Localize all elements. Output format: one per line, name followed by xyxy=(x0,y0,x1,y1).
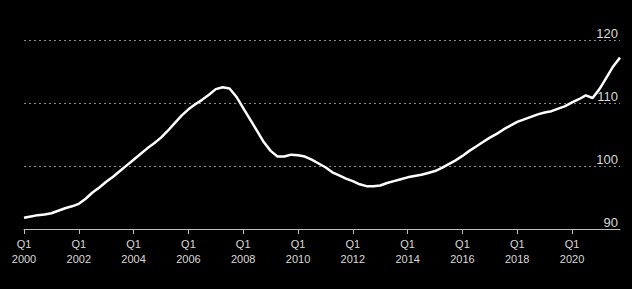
svg-text:100: 100 xyxy=(596,152,618,167)
svg-text:2010: 2010 xyxy=(286,253,310,265)
svg-text:90: 90 xyxy=(604,215,618,230)
svg-text:2020: 2020 xyxy=(560,253,584,265)
svg-text:Q1: Q1 xyxy=(181,238,196,250)
svg-text:Q1: Q1 xyxy=(455,238,470,250)
svg-text:2016: 2016 xyxy=(450,253,474,265)
svg-text:Q1: Q1 xyxy=(400,238,415,250)
svg-text:Q1: Q1 xyxy=(510,238,525,250)
svg-text:2014: 2014 xyxy=(395,253,419,265)
svg-text:110: 110 xyxy=(597,89,618,104)
svg-text:Q1: Q1 xyxy=(71,238,86,250)
svg-text:2002: 2002 xyxy=(67,253,91,265)
svg-text:2000: 2000 xyxy=(12,253,36,265)
svg-text:2012: 2012 xyxy=(341,253,365,265)
svg-text:Q1: Q1 xyxy=(126,238,141,250)
svg-text:Q1: Q1 xyxy=(236,238,251,250)
svg-text:2018: 2018 xyxy=(505,253,529,265)
svg-text:2004: 2004 xyxy=(121,253,145,265)
svg-text:Q1: Q1 xyxy=(565,238,580,250)
svg-text:2006: 2006 xyxy=(176,253,200,265)
svg-text:Q1: Q1 xyxy=(345,238,360,250)
svg-text:Q1: Q1 xyxy=(291,238,306,250)
svg-text:Q1: Q1 xyxy=(17,238,32,250)
svg-text:2008: 2008 xyxy=(231,253,255,265)
svg-text:120: 120 xyxy=(596,26,618,41)
